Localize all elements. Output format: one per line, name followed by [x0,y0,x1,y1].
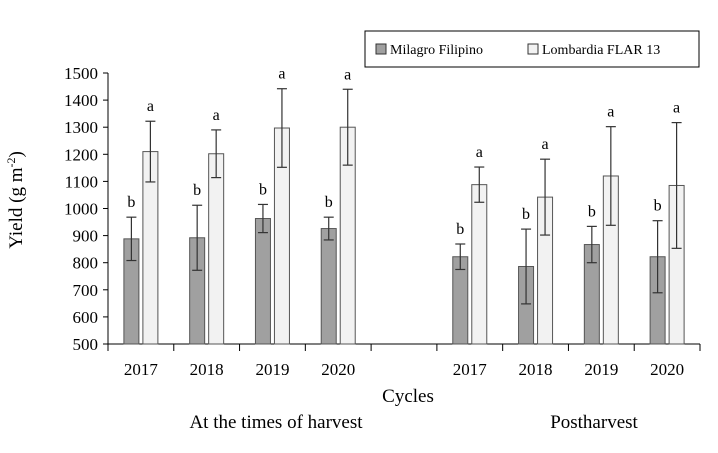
y-tick-label: 1000 [64,200,98,219]
significance-letter: a [344,66,351,83]
significance-letter: b [456,221,464,238]
x-tick-label: 2020 [650,360,684,379]
x-tick-label: 2017 [453,360,488,379]
significance-letter: b [193,182,201,199]
legend-label: Lombardia FLAR 13 [542,43,660,58]
y-tick-label: 1400 [64,91,98,110]
x-tick-label: 2020 [321,360,355,379]
x-tick-label: 2017 [124,360,159,379]
significance-letter: b [654,198,662,215]
legend-label: Milagro Filipino [390,43,483,58]
significance-letter: a [476,144,483,161]
significance-letter: a [147,98,154,115]
significance-letter: b [588,203,596,220]
x-tick-label: 2018 [190,360,224,379]
bar [320,228,337,345]
y-tick-label: 500 [73,335,99,354]
y-tick-label: 1500 [64,64,98,83]
significance-letter: a [607,104,614,121]
x-tick-label: 2019 [255,360,289,379]
bar [254,218,271,345]
y-tick-label: 600 [73,308,99,327]
bar [208,153,225,345]
x-tick-label: 2018 [519,360,553,379]
y-tick-label: 900 [73,227,99,246]
group-label-harvest: At the times of harvest [189,412,363,433]
y-tick-label: 1300 [64,118,98,137]
y-axis-label: Yield (g m-2) [4,151,27,249]
significance-letter: b [325,194,333,211]
significance-letter: a [673,100,680,117]
group-label-postharvest: Postharvest [550,412,638,433]
significance-letter: b [522,206,530,223]
x-tick-label: 2019 [584,360,618,379]
legend-swatch [375,43,387,55]
y-tick-label: 700 [73,281,99,300]
significance-letter: b [127,194,135,211]
significance-letter: a [278,66,285,83]
legend: Milagro Filipino Lombardia FLAR 13 [364,30,700,68]
y-tick-label: 1200 [64,145,98,164]
bar [471,184,488,345]
bars: b a b a b a b a b a b a b a b a [123,66,685,345]
y-axis: 500 600 700 800 900 1000 1100 1200 1300 1400 1500 [64,64,109,354]
legend-swatch [527,43,539,55]
significance-letter: a [542,136,549,153]
y-tick-label: 1100 [65,172,98,191]
significance-letter: a [213,107,220,124]
x-axis-label: Cycles [382,386,434,407]
significance-letter: b [259,181,267,198]
x-axis: 2017 2018 2019 2020 2017 2018 2019 2020 [107,343,701,379]
y-tick-label: 800 [73,254,99,273]
